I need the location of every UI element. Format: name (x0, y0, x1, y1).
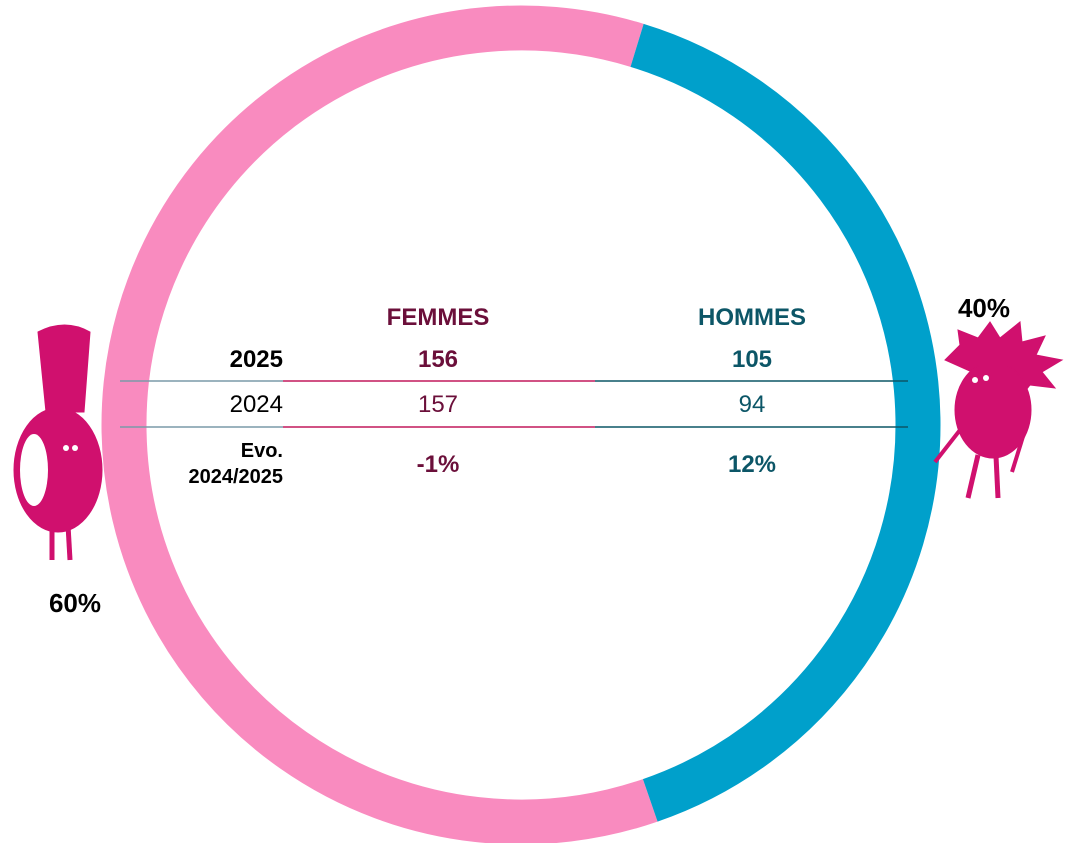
donut (101, 5, 941, 843)
row-label: 2025 (229, 346, 283, 373)
donut-segment (630, 23, 941, 822)
cell: 156 (417, 346, 459, 373)
column-header: FEMMES (386, 304, 490, 331)
woman-figure (13, 324, 103, 561)
row-label: Evo. 2024/2025 (188, 440, 283, 488)
value-label: 40% (958, 293, 1010, 323)
value-label: 60% (49, 588, 101, 618)
column-header: HOMMES (698, 304, 806, 331)
man-figure (933, 321, 1064, 499)
cell: 105 (731, 346, 773, 373)
cell: -1% (416, 451, 460, 478)
donut-segment (101, 5, 658, 843)
row-label: 2024 (229, 391, 283, 418)
cell: 94 (738, 391, 766, 418)
cell: 157 (417, 391, 459, 418)
cell: 12% (727, 451, 777, 478)
